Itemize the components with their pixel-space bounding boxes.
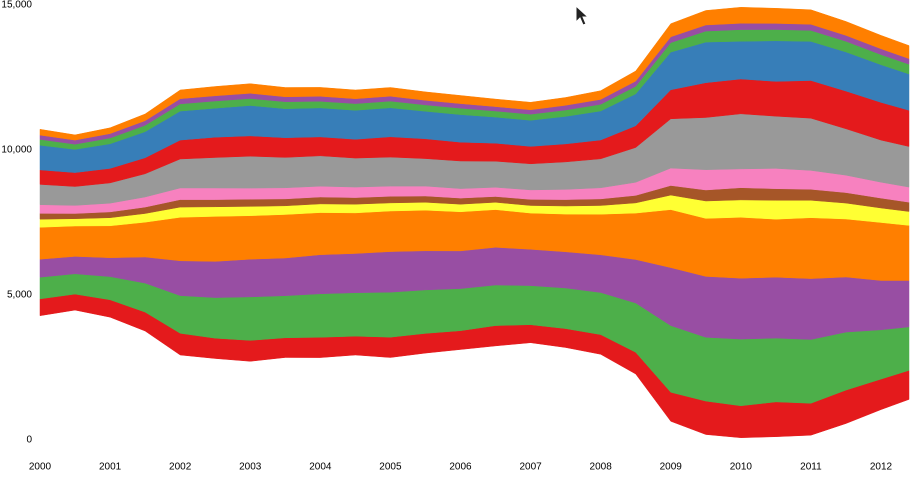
- x-tick-label: 2008: [590, 462, 613, 472]
- y-tick-label: 5,000: [7, 290, 32, 301]
- x-tick-label: 2007: [519, 462, 542, 472]
- stream-layer: [39, 7, 910, 141]
- x-tick-label: 2012: [870, 462, 893, 472]
- y-tick-label: 0: [26, 435, 32, 446]
- x-tick-label: 2009: [660, 462, 683, 472]
- x-tick-label: 2006: [449, 462, 472, 472]
- mouse-cursor: [575, 4, 590, 26]
- x-tick-label: 2003: [239, 462, 262, 472]
- x-tick-label: 2004: [309, 462, 332, 472]
- y-tick-label: 10,000: [1, 145, 32, 156]
- x-tick-label: 2010: [730, 462, 753, 472]
- x-tick-label: 2011: [800, 462, 822, 472]
- x-tick-label: 2005: [379, 462, 402, 472]
- x-tick-label: 2002: [169, 462, 192, 472]
- x-tick-label: 2001: [99, 462, 122, 472]
- areas: [39, 7, 910, 438]
- axes: 0 5,000 10,000 15,000 2000 2001 2002 2003 2004 20…: [1, 0, 893, 473]
- y-tick-label: 15,000: [1, 0, 32, 11]
- x-tick-label: 2000: [29, 462, 52, 472]
